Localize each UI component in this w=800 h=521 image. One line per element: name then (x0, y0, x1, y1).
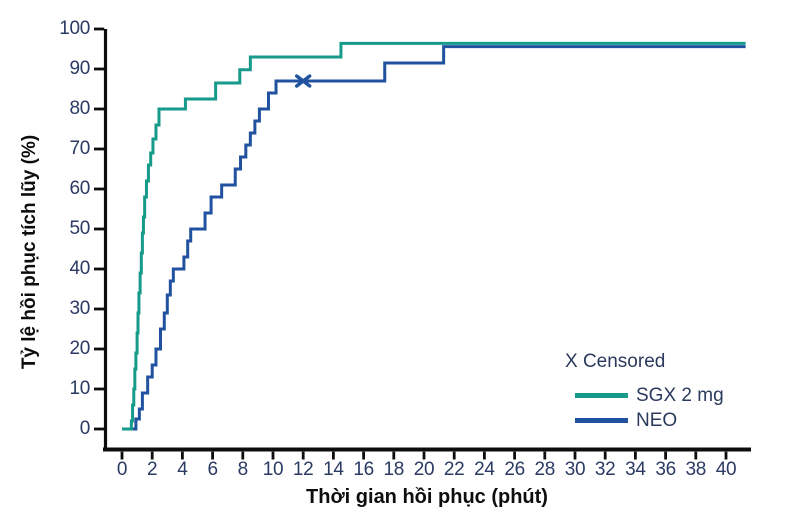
x-tick-label: 24 (474, 459, 495, 480)
y-tick-label: 40 (69, 258, 90, 279)
x-axis-title: Thời gian hồi phục (phút) (306, 486, 548, 508)
legend-label-sgx: SGX 2 mg (636, 385, 724, 406)
y-tick-label: 70 (69, 138, 90, 159)
x-tick-label: 6 (207, 459, 218, 480)
x-tick-label: 38 (685, 459, 707, 480)
y-tick-label: 10 (69, 378, 90, 399)
sgx-line-swatch (575, 393, 628, 398)
censored-mark (295, 74, 312, 88)
x-tick-label: 34 (625, 459, 646, 480)
y-tick-label: 50 (69, 218, 90, 239)
x-tick-label: 2 (147, 459, 158, 480)
legend: X Censored SGX 2 mg NEO (563, 350, 724, 433)
x-tick-label: 8 (237, 459, 249, 480)
y-tick-label: 0 (79, 418, 91, 439)
legend-censored-label: X Censored (565, 351, 666, 372)
x-tick-label: 28 (534, 459, 556, 480)
x-tick-label: 22 (443, 459, 465, 480)
x-tick-label: 40 (715, 459, 737, 480)
x-tick-label: 12 (292, 459, 314, 480)
x-tick-label: 32 (594, 459, 616, 480)
y-tick-label: 60 (69, 178, 90, 199)
y-tick-label: 90 (69, 58, 90, 79)
x-tick-label: 16 (353, 459, 374, 480)
x-tick-label: 20 (413, 459, 435, 480)
y-tick-label: 20 (69, 338, 90, 359)
x-tick-label: 14 (323, 459, 344, 480)
y-tick-label: 30 (69, 298, 90, 319)
series-NEO (128, 45, 746, 431)
neo-line-swatch (575, 418, 628, 423)
y-axis-title: Tỷ lệ hồi phục tích lũy (%) (19, 134, 40, 370)
series-SGX 2 mg (122, 41, 746, 431)
legend-item-neo: NEO (575, 408, 724, 433)
x-tick-label: 4 (177, 459, 188, 480)
x-tick-label: 18 (383, 459, 405, 480)
x-tick-label: 30 (564, 459, 586, 480)
legend-label-neo: NEO (636, 410, 678, 431)
x-tick-label: 36 (655, 459, 676, 480)
x-tick-label: 26 (504, 459, 525, 480)
legend-item-sgx: SGX 2 mg (575, 383, 724, 408)
y-tick-label: 80 (69, 98, 90, 119)
x-tick-label: 0 (116, 459, 128, 480)
x-tick-label: 10 (262, 459, 284, 480)
y-tick-label: 100 (59, 18, 90, 39)
